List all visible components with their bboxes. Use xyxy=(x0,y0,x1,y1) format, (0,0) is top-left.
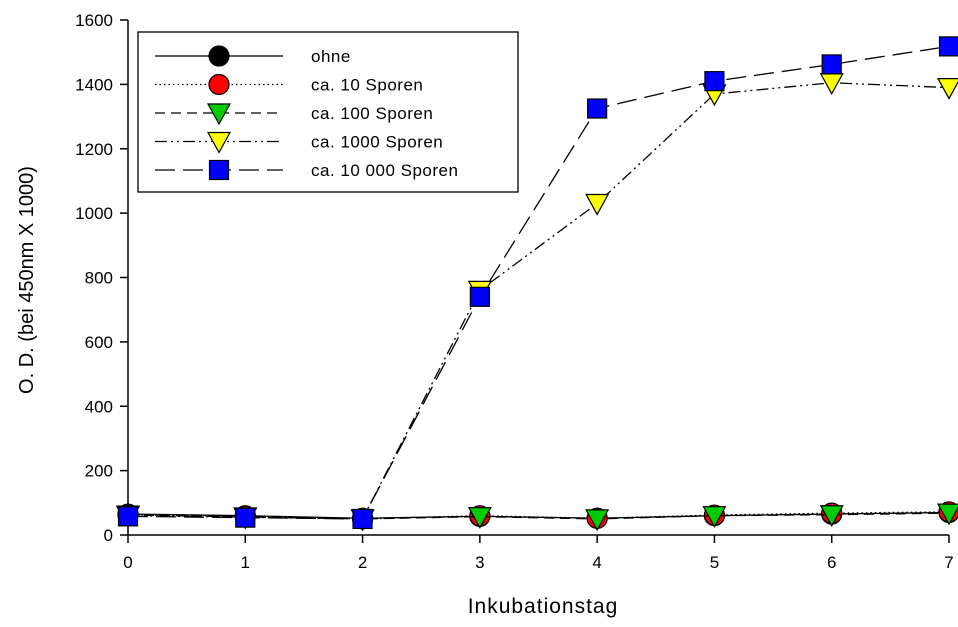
data-point-marker xyxy=(588,99,607,118)
y-tick-label: 600 xyxy=(85,333,113,352)
y-tick-label: 1400 xyxy=(75,75,113,94)
data-point-marker xyxy=(470,287,489,306)
x-tick-label: 6 xyxy=(827,553,836,572)
x-tick-label: 0 xyxy=(123,553,132,572)
data-point-marker xyxy=(940,37,958,56)
legend-marker xyxy=(210,161,229,180)
x-tick-label: 5 xyxy=(710,553,719,572)
data-point-marker xyxy=(822,55,841,74)
x-tick-label: 7 xyxy=(944,553,953,572)
y-tick-label: 400 xyxy=(85,397,113,416)
y-tick-label: 800 xyxy=(85,269,113,288)
legend-marker xyxy=(209,46,229,66)
data-point-marker xyxy=(705,72,724,91)
legend-marker xyxy=(209,75,229,95)
data-point-marker xyxy=(586,194,608,214)
y-tick-label: 1200 xyxy=(75,140,113,159)
legend-label: ca. 10 Sporen xyxy=(311,76,423,95)
legend-label: ca. 1000 Sporen xyxy=(311,133,443,152)
x-tick-label: 1 xyxy=(241,553,250,572)
x-tick-label: 2 xyxy=(358,553,367,572)
data-point-marker xyxy=(938,79,958,99)
y-tick-label: 1000 xyxy=(75,204,113,223)
x-axis-title: Inkubationstag xyxy=(468,595,619,618)
legend: ohne ca. 10 Sporen ca. 100 Sporen ca. 1000 … xyxy=(138,32,518,192)
x-tick-label: 4 xyxy=(592,553,601,572)
legend-label: ca. 100 Sporen xyxy=(311,104,433,123)
y-tick-label: 200 xyxy=(85,462,113,481)
data-point-marker xyxy=(236,508,255,527)
legend-label: ohne xyxy=(311,47,351,66)
y-axis-title: O. D. (bei 450nm X 1000) xyxy=(16,166,38,394)
data-point-marker xyxy=(353,509,372,528)
x-tick-label: 3 xyxy=(475,553,484,572)
legend-label: ca. 10 000 Sporen xyxy=(311,161,458,180)
y-tick-label: 0 xyxy=(104,526,113,545)
y-tick-label: 1600 xyxy=(75,11,113,30)
data-point-marker xyxy=(119,507,138,526)
